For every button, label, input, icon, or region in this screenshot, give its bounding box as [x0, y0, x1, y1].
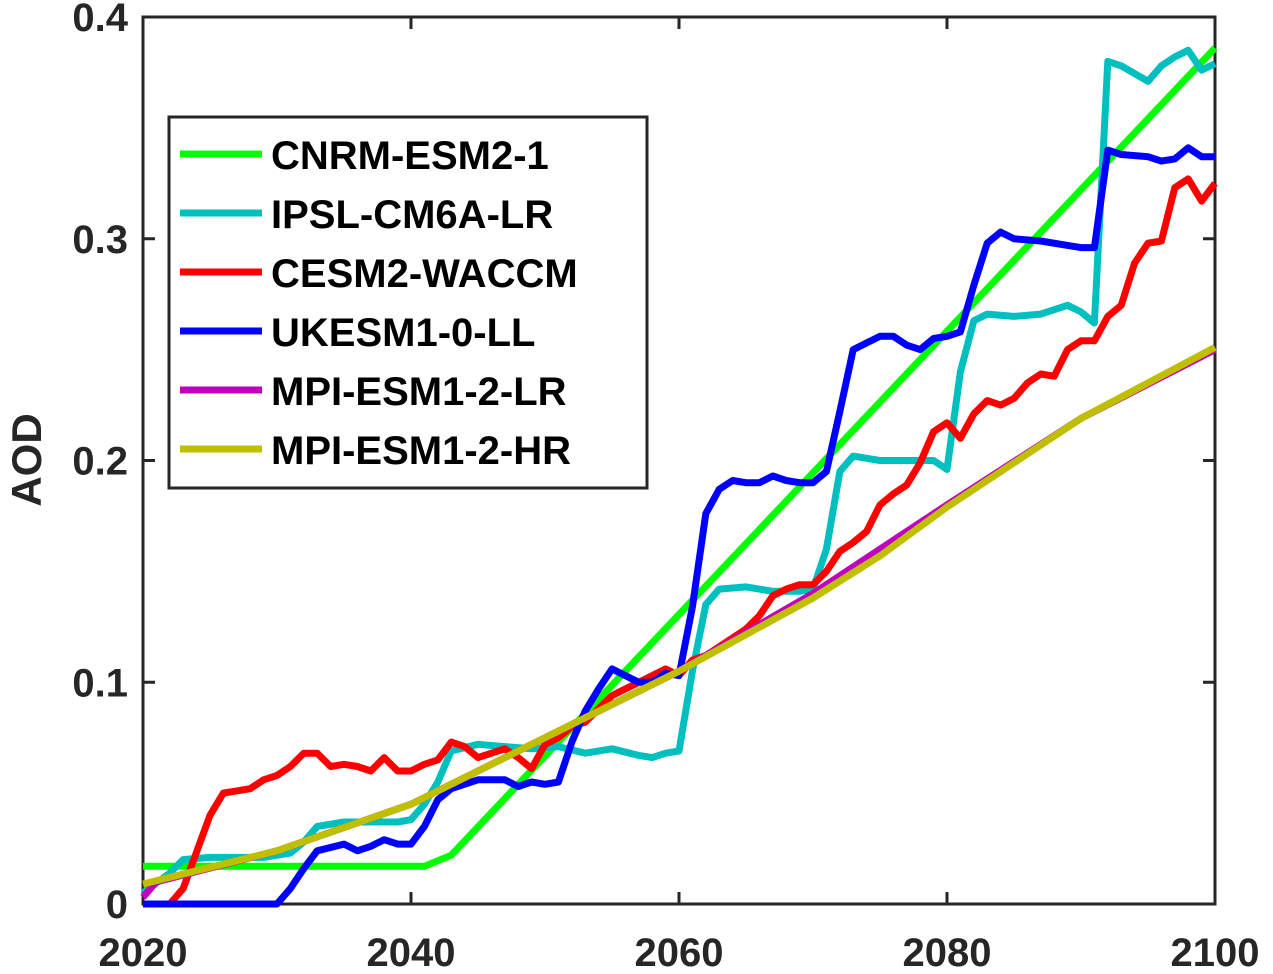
legend-label: CNRM-ESM2-1: [271, 134, 549, 178]
legend-label: MPI-ESM1-2-LR: [271, 370, 567, 414]
series-line-ukesm1-0-ll: [143, 144, 1215, 908]
y-tick-label: 0.1: [72, 661, 128, 705]
legend-label: MPI-ESM1-2-HR: [271, 429, 571, 473]
x-tick-label: 2100: [1171, 931, 1260, 974]
legend-label: UKESM1-0-LL: [271, 311, 535, 355]
legend-box: [167, 115, 649, 490]
x-tick-label: 2040: [367, 931, 456, 974]
y-tick-label: 0.2: [72, 440, 128, 484]
x-tick-label: 2020: [99, 931, 188, 974]
y-axis-title: AOD: [3, 413, 50, 506]
legend-label: IPSL-CM6A-LR: [271, 193, 553, 237]
series-lines: [140, 45, 1218, 908]
x-tick-label: 2080: [903, 931, 992, 974]
tick-marks: [141, 15, 1217, 906]
legend-label: CESM2-WACCM: [271, 252, 578, 296]
y-tick-label: 0.3: [72, 218, 128, 262]
x-tick-label: 2060: [635, 931, 724, 974]
series-line-ipsl-cm6a-lr: [140, 46, 1217, 896]
legend: CNRM-ESM2-1 IPSL-CM6A-LR CESM2-WACCM UKESM1…: [167, 115, 649, 490]
y-tick-label: 0: [106, 883, 128, 927]
y-tick-label: 0.4: [72, 0, 128, 40]
tick-labels: 2020 2040 2060 2080 2100 0 0.1 0.2 0.3 0.4: [72, 0, 1259, 974]
legend-entries: CNRM-ESM2-1 IPSL-CM6A-LR CESM2-WACCM UKESM1…: [180, 134, 578, 473]
series-line-mpi-esm1-2-hr: [142, 344, 1217, 888]
